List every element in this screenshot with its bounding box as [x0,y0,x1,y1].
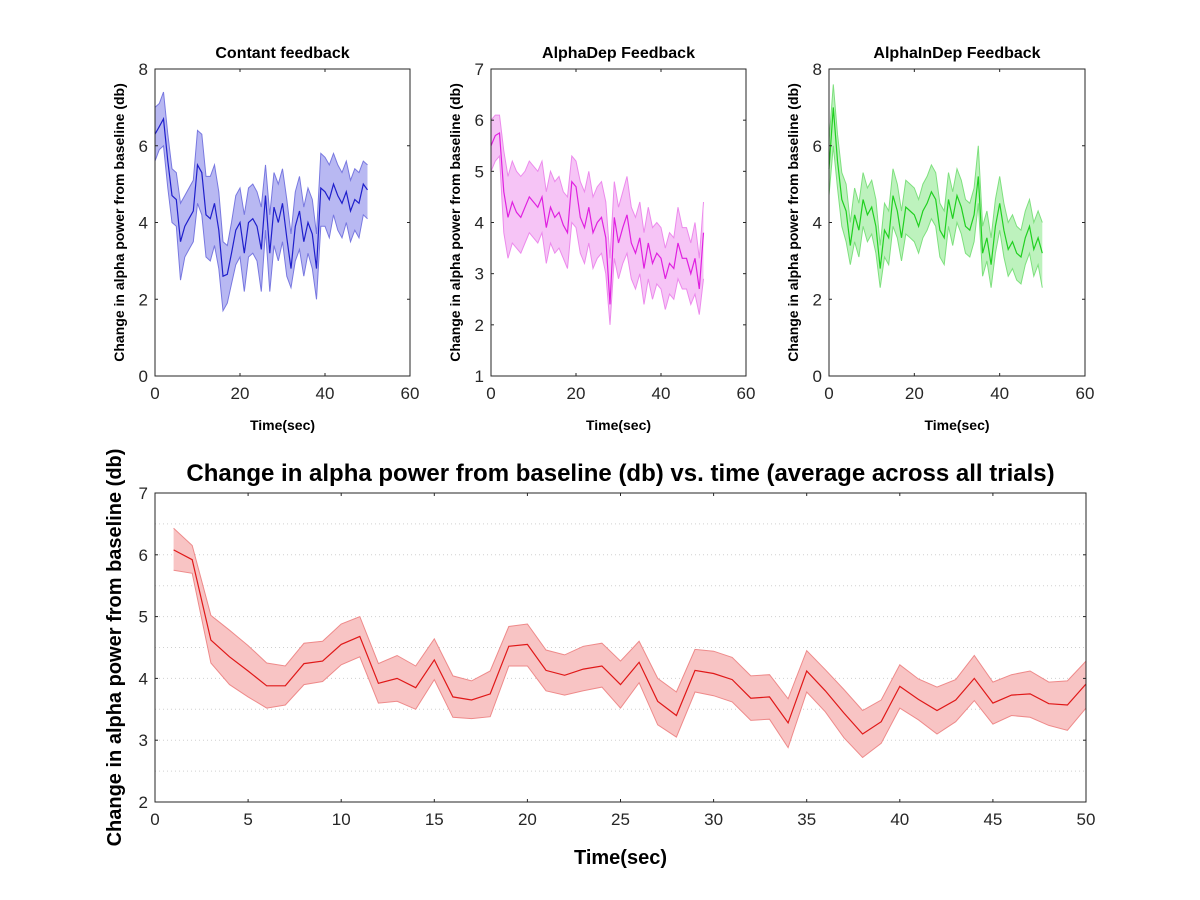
x-tick-label: 30 [704,810,723,829]
y-axis-label: Change in alpha power from baseline (db) [104,449,126,847]
x-axis-label: Time(sec) [924,417,989,433]
mean-line [173,549,1087,735]
y-tick-label: 2 [139,290,148,309]
x-tick-label: 5 [243,810,252,829]
x-tick-label: 0 [150,384,159,403]
chart-title: AlphaInDep Feedback [873,45,1040,62]
y-tick-label: 5 [139,608,148,627]
chart-panel-2: 0 20 40 60 0 2 4 6 8 AlphaInDep Feedback Time(sec)… [785,45,1094,433]
x-tick-label: 20 [905,384,924,403]
y-tick-label: 2 [475,316,484,335]
y-tick-label: 8 [139,60,148,79]
x-tick-label: 60 [401,384,420,403]
x-tick-label: 0 [150,810,159,829]
y-tick-label: 3 [475,265,484,284]
x-tick-label: 45 [983,810,1002,829]
x-tick-label: 20 [518,810,537,829]
y-axis-label: Change in alpha power from baseline (db) [785,83,801,361]
x-tick-label: 0 [486,384,495,403]
band-upper-edge [828,84,1043,246]
y-tick-label: 6 [475,111,484,130]
mean-line [490,131,705,305]
y-axis-label: Change in alpha power from baseline (db) [111,83,127,361]
confidence-band [173,528,1087,758]
x-tick-label: 40 [990,384,1009,403]
x-axis-label: Time(sec) [586,417,651,433]
x-tick-label: 60 [1076,384,1095,403]
x-tick-label: 10 [332,810,351,829]
y-tick-label: 5 [475,162,484,181]
x-tick-label: 50 [1077,810,1096,829]
band-upper-edge [173,527,1087,712]
band-lower-edge [828,145,1043,288]
band-upper-edge [154,91,368,247]
confidence-band [829,84,1043,288]
confidence-band [491,115,704,325]
y-tick-label: 3 [139,731,148,750]
x-axis-label: Time(sec) [250,417,315,433]
chart-panel-0: 0 20 40 60 0 2 4 6 8 Contant feedback Time(sec) Cha… [111,45,419,433]
x-tick-label: 25 [611,810,630,829]
x-tick-label: 40 [316,384,335,403]
chart-title: Change in alpha power from baseline (db)… [186,460,1054,487]
y-tick-label: 7 [475,60,484,79]
y-tick-label: 4 [475,214,484,233]
x-tick-label: 20 [231,384,250,403]
y-tick-label: 0 [139,367,148,386]
y-tick-label: 1 [475,367,484,386]
x-tick-label: 15 [425,810,444,829]
y-tick-label: 4 [813,214,822,233]
y-tick-label: 8 [813,60,822,79]
y-tick-label: 0 [813,367,822,386]
band-lower-edge [173,569,1087,759]
band-lower-edge [490,154,704,325]
chart-title: Contant feedback [215,45,349,62]
x-tick-label: 60 [737,384,756,403]
x-tick-label: 35 [797,810,816,829]
y-axis-label: Change in alpha power from baseline (db) [447,83,463,361]
mean-line [828,107,1043,269]
y-tick-label: 2 [813,290,822,309]
x-axis-label: Time(sec) [574,847,667,869]
y-tick-label: 6 [139,137,148,156]
plot-area [155,493,1086,802]
y-tick-label: 4 [139,214,148,233]
y-tick-label: 7 [139,484,148,503]
x-tick-label: 20 [567,384,586,403]
y-tick-label: 6 [813,137,822,156]
y-tick-label: 4 [139,669,148,688]
x-tick-label: 40 [890,810,909,829]
x-tick-label: 40 [652,384,671,403]
y-tick-label: 6 [139,546,148,565]
band-upper-edge [490,114,704,259]
mean-line [154,116,368,278]
confidence-band [155,92,368,311]
chart-title: AlphaDep Feedback [542,45,695,62]
y-tick-label: 2 [139,793,148,812]
band-lower-edge [154,144,368,313]
chart-panel-1: 0 20 40 60 1 2 3 4 5 6 7 AlphaDep Feedback Time(sec)… [447,45,755,433]
x-tick-label: 0 [824,384,833,403]
